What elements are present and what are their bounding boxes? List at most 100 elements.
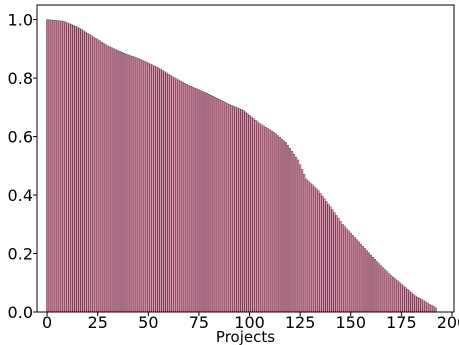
bar — [406, 288, 409, 313]
bar — [280, 138, 283, 313]
bar — [193, 87, 196, 313]
bar — [418, 298, 421, 313]
y-tick-label: 0.6 — [8, 128, 33, 147]
bar — [434, 307, 437, 313]
bar — [153, 65, 156, 313]
bar — [155, 66, 158, 313]
x-tick-label: 0 — [42, 313, 52, 332]
bar — [337, 218, 340, 313]
bar — [333, 212, 336, 313]
bar — [372, 257, 375, 313]
bar — [254, 119, 257, 313]
bar — [197, 89, 200, 313]
bar — [351, 235, 354, 313]
bar — [323, 198, 326, 313]
bar — [426, 302, 429, 313]
bar — [353, 237, 356, 313]
bar — [382, 267, 385, 313]
y-tick-label: 1.0 — [8, 11, 33, 30]
bar — [378, 263, 381, 313]
bar — [380, 265, 383, 313]
bar — [208, 94, 211, 313]
bar — [341, 224, 344, 313]
bar — [50, 19, 53, 313]
bar — [183, 83, 186, 313]
bar — [232, 105, 235, 313]
y-tick-label: 0.8 — [8, 69, 33, 88]
bar — [169, 75, 172, 313]
bar — [414, 295, 417, 313]
bar — [133, 56, 136, 313]
x-tick-label: 100 — [234, 313, 265, 332]
bar — [331, 209, 334, 313]
bar — [230, 105, 233, 313]
bar — [204, 92, 206, 313]
bar — [104, 44, 107, 313]
bar — [110, 47, 113, 313]
bar — [266, 128, 269, 313]
bar — [408, 290, 411, 313]
bar — [191, 86, 194, 313]
bar — [335, 215, 338, 313]
bar — [48, 19, 51, 313]
bar — [119, 51, 121, 313]
x-axis-ticks: 0 25 50 75 100 125 150 175 200 — [42, 312, 459, 332]
bar — [189, 86, 192, 313]
bar — [244, 111, 247, 313]
bar — [274, 133, 277, 313]
x-tick-label: 25 — [88, 313, 108, 332]
bar — [88, 34, 91, 313]
bar — [220, 100, 223, 313]
bar — [359, 243, 362, 313]
x-tick-label: 150 — [335, 313, 366, 332]
bar — [64, 21, 67, 313]
bar — [163, 71, 166, 313]
bar — [94, 38, 97, 313]
bar — [349, 232, 352, 313]
bar — [325, 201, 328, 313]
bar — [343, 226, 346, 313]
bar — [66, 22, 69, 313]
bar — [92, 36, 95, 313]
bar — [260, 124, 263, 313]
bar — [149, 63, 152, 313]
bar — [212, 96, 215, 313]
bar — [80, 29, 83, 313]
bar — [114, 49, 117, 313]
bar — [297, 159, 300, 313]
bar — [86, 33, 89, 313]
bar — [339, 221, 342, 313]
bar — [175, 78, 178, 313]
bar — [402, 285, 405, 313]
bar — [224, 102, 227, 313]
bar — [291, 151, 294, 313]
bar — [58, 20, 61, 313]
bar — [424, 301, 427, 313]
y-tick-label: 0.0 — [8, 303, 33, 322]
x-tick-label: 175 — [386, 313, 417, 332]
bar — [167, 73, 170, 313]
bar — [139, 58, 142, 313]
bar — [206, 93, 209, 313]
bar — [72, 25, 75, 313]
bar — [307, 180, 310, 313]
bar — [214, 97, 217, 313]
bar — [430, 305, 433, 313]
bar — [264, 126, 267, 313]
bar — [428, 303, 431, 313]
bar — [289, 148, 292, 313]
bar — [394, 278, 397, 313]
x-axis-label: Projects — [216, 328, 275, 345]
bar — [179, 80, 182, 313]
bar — [199, 90, 202, 313]
bar — [54, 20, 57, 313]
x-tick-label: 125 — [285, 313, 316, 332]
bar — [96, 39, 99, 313]
x-tick-label: 75 — [189, 313, 209, 332]
bar — [195, 88, 198, 313]
bar — [420, 299, 423, 313]
bar — [365, 250, 368, 313]
bar — [285, 142, 287, 313]
bar — [319, 193, 322, 313]
